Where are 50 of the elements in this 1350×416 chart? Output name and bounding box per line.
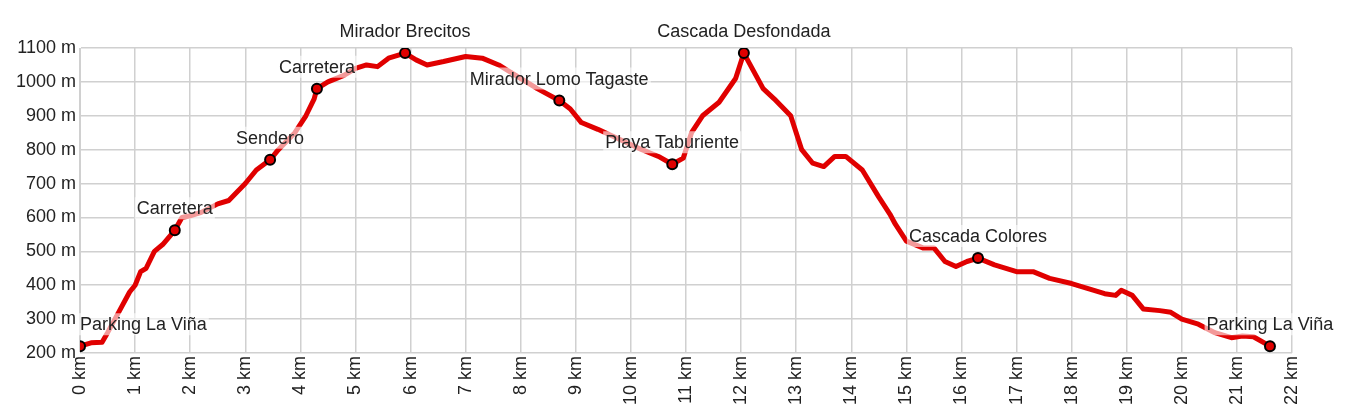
- x-tick-label: 16 km: [950, 355, 971, 406]
- point: [310, 82, 323, 95]
- annotation: Sendero: [236, 127, 305, 148]
- x-tick-label: 18 km: [1060, 355, 1081, 406]
- x-tick-label: 3 km: [234, 355, 255, 395]
- point: [737, 48, 750, 60]
- point: [264, 153, 277, 166]
- annotation: Cascada Colores: [908, 226, 1048, 247]
- x-tick-label: 11 km: [674, 355, 695, 404]
- annotation: Playa Taburiente: [605, 132, 739, 153]
- x-tick-label: 2 km: [179, 355, 200, 395]
- x-tick-label: 12 km: [730, 355, 751, 406]
- annotation: Parking La Viña: [80, 314, 208, 335]
- annotation: Mirador Lomo Tagaste: [469, 68, 649, 89]
- x-tick-label: 5 km: [344, 355, 365, 395]
- x-tick-label: 10 km: [619, 355, 640, 406]
- point: [971, 252, 984, 265]
- y-tick-label: 800 m: [26, 138, 77, 159]
- x-tick-label: 19 km: [1115, 355, 1136, 406]
- x-tick-label: 13 km: [785, 355, 806, 406]
- point: [1263, 340, 1276, 353]
- y-tick-label: 700 m: [26, 172, 77, 193]
- y-tick-label: 900 m: [26, 104, 77, 125]
- x-tick-label: 14 km: [840, 355, 861, 406]
- point: [666, 158, 679, 171]
- x-tick-label: 22 km: [1280, 355, 1301, 406]
- y-tick-label: 1100 m: [17, 36, 77, 57]
- y-tick-label: 600 m: [26, 206, 77, 227]
- x-tick-label: 17 km: [1005, 355, 1026, 406]
- point: [168, 224, 181, 237]
- annotation: Carretera: [136, 198, 214, 219]
- x-tick-label: 7 km: [454, 355, 475, 395]
- annotation: Carretera: [278, 56, 356, 77]
- y-tick-label: 400 m: [26, 274, 77, 295]
- y-tick-label: 300 m: [26, 308, 77, 329]
- point: [399, 48, 412, 60]
- x-tick-label: 9 km: [564, 355, 585, 395]
- x-tick-label: 21 km: [1225, 355, 1246, 406]
- x-tick-label: 1 km: [124, 355, 145, 395]
- x-tick-label: 4 km: [289, 355, 310, 395]
- annotation: Mirador Brecitos: [339, 21, 471, 42]
- y-tick-label: 1000 m: [15, 70, 77, 91]
- x-tick-label: 20 km: [1170, 355, 1191, 406]
- y-tick-label: 500 m: [26, 240, 77, 261]
- x-tick-label: 8 km: [509, 355, 530, 395]
- x-tick-label: 6 km: [399, 355, 420, 395]
- annotation: Parking La Viña: [1206, 314, 1335, 335]
- x-tick-label: 15 km: [895, 355, 916, 406]
- annotation: Cascada Desfondada: [657, 21, 832, 42]
- point: [553, 94, 566, 107]
